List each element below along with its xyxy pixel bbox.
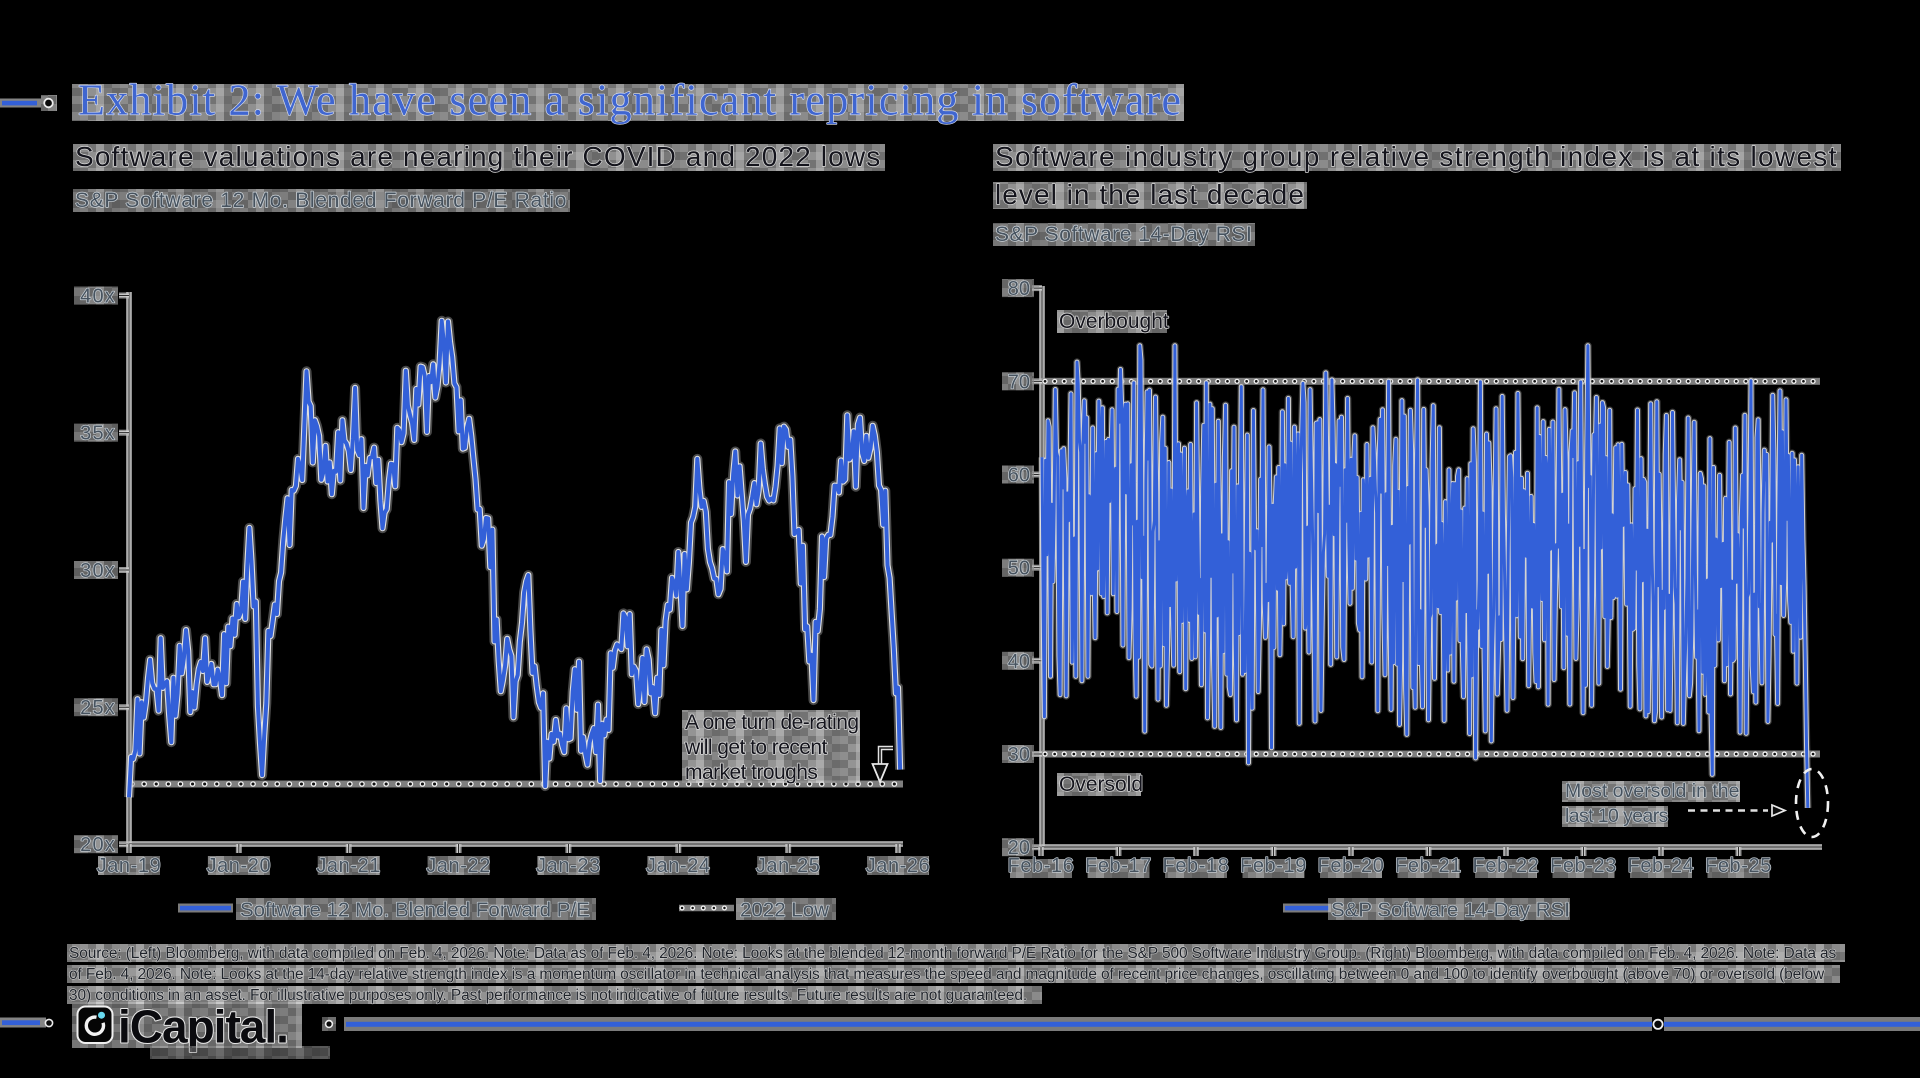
svg-text:iCapital.: iCapital. — [118, 1001, 288, 1053]
svg-text:70: 70 — [1008, 371, 1030, 393]
svg-text:Feb-23: Feb-23 — [1550, 855, 1617, 877]
svg-text:Most oversold in the: Most oversold in the — [1565, 780, 1740, 802]
svg-text:A one turn de-rating: A one turn de-rating — [685, 711, 858, 734]
svg-text:S&P Software 14-Day RSI: S&P Software 14-Day RSI — [1331, 899, 1570, 922]
svg-text:Jan-19: Jan-19 — [97, 855, 162, 877]
svg-text:Feb-18: Feb-18 — [1163, 855, 1230, 877]
svg-text:Source: (Left) Bloomberg, with: Source: (Left) Bloomberg, with data comp… — [69, 945, 1836, 962]
svg-text:30: 30 — [1008, 744, 1030, 766]
svg-text:S&P Software 14-Day RSI: S&P Software 14-Day RSI — [995, 223, 1252, 246]
svg-text:Feb-19: Feb-19 — [1240, 855, 1307, 877]
svg-text:Jan-22: Jan-22 — [426, 855, 491, 877]
svg-text:30x: 30x — [80, 560, 116, 582]
svg-text:Jan-21: Jan-21 — [316, 855, 381, 877]
svg-text:S&P Software 12 Mo. Blended Fo: S&P Software 12 Mo. Blended Forward P/E … — [75, 189, 567, 212]
svg-text:Feb-20: Feb-20 — [1318, 855, 1385, 877]
svg-text:last 10 years: last 10 years — [1565, 805, 1669, 827]
svg-text:Exhibit 2: We have seen a sign: Exhibit 2: We have seen a significant re… — [78, 76, 1182, 125]
svg-text:Feb-16: Feb-16 — [1008, 855, 1075, 877]
svg-text:80: 80 — [1008, 278, 1030, 300]
svg-text:40: 40 — [1008, 651, 1030, 673]
svg-text:Feb-25: Feb-25 — [1705, 855, 1772, 877]
svg-text:Feb-22: Feb-22 — [1473, 855, 1540, 877]
svg-text:20: 20 — [1008, 837, 1030, 859]
svg-text:60: 60 — [1008, 465, 1030, 487]
svg-text:Software industry group relati: Software industry group relative strengt… — [995, 141, 1838, 172]
svg-text:Jan-24: Jan-24 — [646, 855, 711, 877]
svg-text:Jan-25: Jan-25 — [756, 855, 821, 877]
svg-text:30) conditions in an asset. Fo: 30) conditions in an asset. For illustra… — [69, 987, 1027, 1004]
svg-text:level in the last decade: level in the last decade — [995, 179, 1305, 210]
svg-text:20x: 20x — [80, 834, 116, 856]
svg-text:Feb-24: Feb-24 — [1628, 855, 1695, 877]
svg-text:Jan-20: Jan-20 — [206, 855, 271, 877]
svg-text:will get to recent: will get to recent — [684, 736, 828, 759]
svg-text:35x: 35x — [80, 423, 116, 445]
svg-text:Jan-26: Jan-26 — [866, 855, 931, 877]
svg-text:of Feb. 4, 2026. Note: Looks a: of Feb. 4, 2026. Note: Looks at the 14-d… — [69, 966, 1825, 983]
svg-text:Overbought: Overbought — [1059, 310, 1169, 333]
svg-text:Feb-21: Feb-21 — [1395, 855, 1462, 877]
svg-text:Software valuations are nearin: Software valuations are nearing their CO… — [75, 141, 881, 172]
svg-text:Feb-17: Feb-17 — [1085, 855, 1152, 877]
svg-text:Oversold: Oversold — [1059, 773, 1143, 796]
svg-text:Software 12 Mo. Blended Forwar: Software 12 Mo. Blended Forward P/E — [240, 899, 590, 922]
svg-text:market troughs: market troughs — [685, 761, 817, 784]
svg-text:25x: 25x — [80, 697, 116, 719]
svg-text:40x: 40x — [80, 286, 116, 308]
svg-text:Jan-23: Jan-23 — [536, 855, 601, 877]
svg-text:2022 Low: 2022 Low — [740, 899, 829, 922]
svg-text:50: 50 — [1008, 558, 1030, 580]
